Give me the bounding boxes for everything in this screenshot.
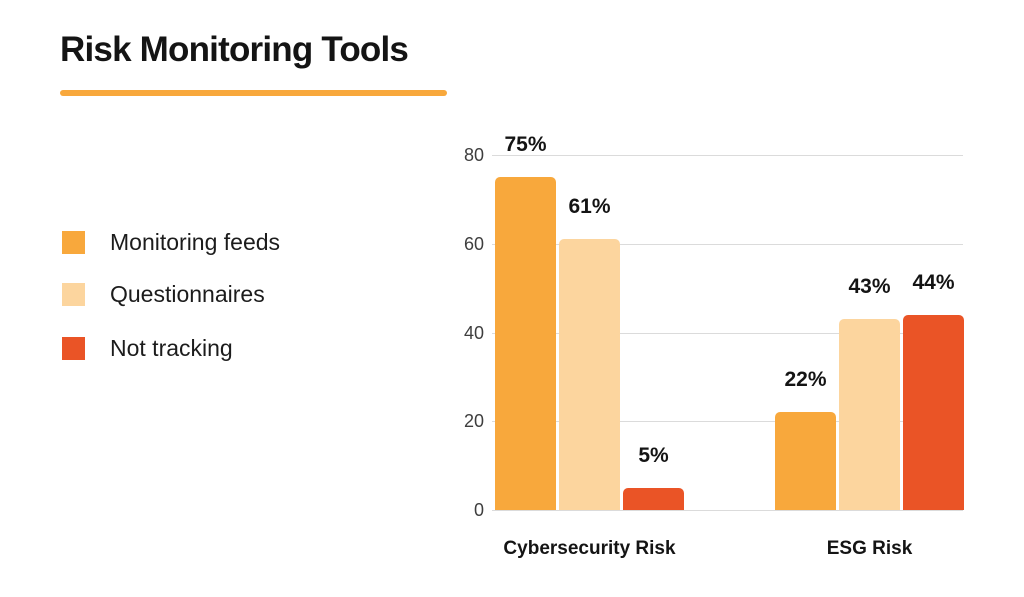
gridline-20 xyxy=(492,421,963,423)
y-tick-60: 60 xyxy=(463,233,484,254)
legend-item-questionnaires: Questionnaires xyxy=(62,280,265,307)
legend-swatch-monitoring-feeds xyxy=(62,230,85,254)
bar-questionnaires-cybersecurity-risk xyxy=(559,239,620,510)
legend-label-monitoring-feeds: Monitoring feeds xyxy=(110,228,281,255)
gridline-80 xyxy=(492,155,963,156)
bar-not-tracking-esg-risk xyxy=(903,314,964,510)
value-label-monitoring-feeds-esg-risk: 22% xyxy=(784,368,827,392)
value-label-questionnaires-esg-risk: 43% xyxy=(848,275,891,299)
legend-label-not-tracking: Not tracking xyxy=(110,334,233,361)
legend-item-monitoring-feeds: Monitoring feeds xyxy=(62,228,281,255)
y-tick-0: 0 xyxy=(473,500,484,520)
category-label-esg-risk: ESG Risk xyxy=(826,538,913,559)
bar-monitoring-feeds-cybersecurity-risk xyxy=(495,177,556,510)
value-label-not-tracking-esg-risk: 44% xyxy=(912,270,955,294)
bar-questionnaires-esg-risk xyxy=(839,319,900,510)
category-label-cybersecurity-risk: Cybersecurity Risk xyxy=(503,538,676,559)
legend-item-not-tracking: Not tracking xyxy=(62,334,233,361)
gridline-40 xyxy=(492,332,963,334)
legend-swatch-not-tracking xyxy=(62,336,85,360)
legend-swatch-questionnaires xyxy=(62,282,85,306)
gridline-60 xyxy=(492,243,963,245)
y-tick-20: 20 xyxy=(463,411,484,432)
title-underline xyxy=(60,90,447,96)
legend-label-questionnaires: Questionnaires xyxy=(110,280,265,307)
value-label-not-tracking-cybersecurity-risk: 5% xyxy=(638,443,669,467)
bar-not-tracking-cybersecurity-risk xyxy=(623,487,684,510)
value-label-questionnaires-cybersecurity-risk: 61% xyxy=(568,195,611,219)
page-title: Risk Monitoring Tools xyxy=(60,30,409,69)
value-label-monitoring-feeds-cybersecurity-risk: 75% xyxy=(504,133,547,157)
gridline-0 xyxy=(492,510,963,511)
y-tick-80: 80 xyxy=(463,145,484,165)
bar-monitoring-feeds-esg-risk xyxy=(775,412,836,510)
y-tick-40: 40 xyxy=(463,322,484,343)
